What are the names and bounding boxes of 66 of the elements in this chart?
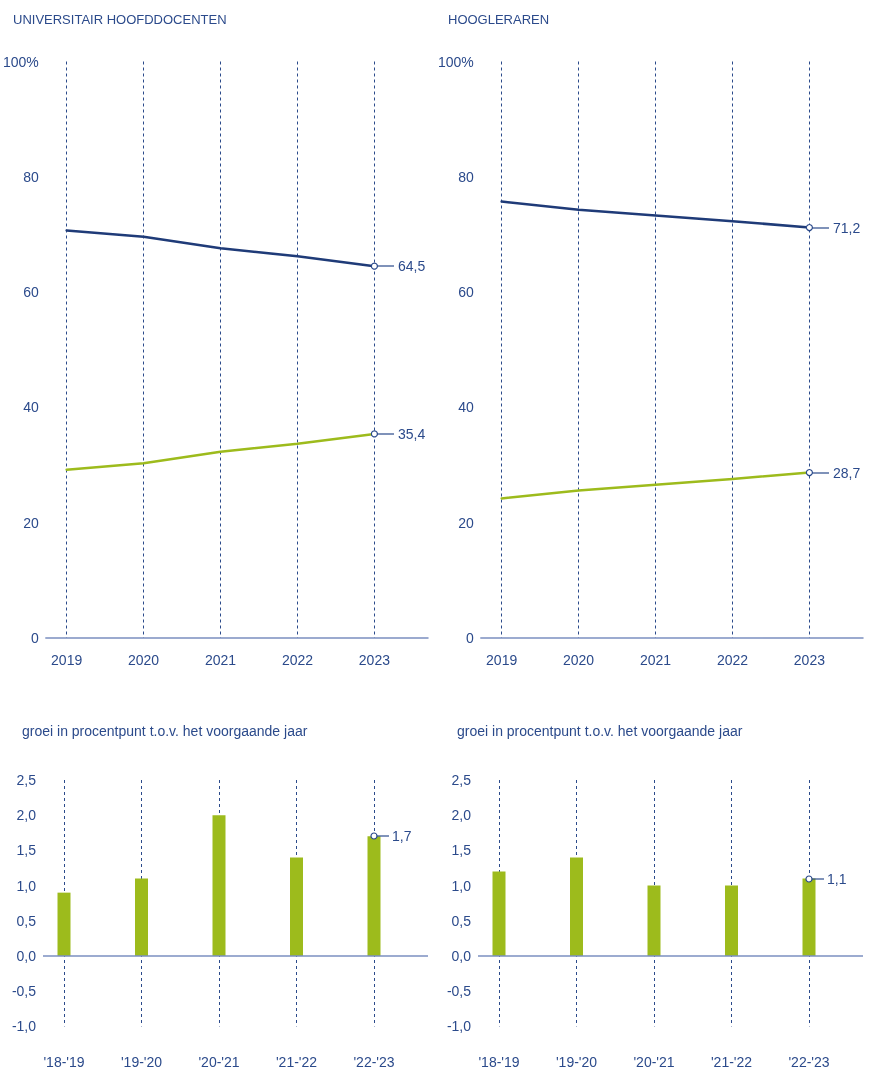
- bar: [492, 871, 506, 956]
- y-tick-label: 1,0: [451, 877, 472, 894]
- bar: [135, 878, 148, 956]
- bar: [212, 815, 226, 956]
- x-tick-label: '21-'22: [275, 1054, 318, 1071]
- x-tick-label: '20-'21: [633, 1054, 675, 1071]
- y-tick-label: 1,0: [16, 877, 37, 894]
- bar: [57, 892, 71, 956]
- y-tick-label: 1,5: [451, 842, 472, 859]
- y-tick-label: 2,0: [451, 807, 472, 824]
- data-label: 1,1: [827, 870, 847, 887]
- y-tick-label: 100%: [437, 53, 474, 70]
- bar: [290, 857, 303, 956]
- y-tick-label: -1,0: [446, 1018, 472, 1035]
- y-tick-label: 40: [458, 399, 475, 416]
- data-label: 28,7: [832, 464, 861, 481]
- y-tick-label: 100%: [2, 53, 39, 70]
- x-tick-label: '18-'19: [43, 1054, 85, 1071]
- x-tick-label: '19-'20: [555, 1054, 598, 1071]
- chart-title: HOOGLERAREN: [448, 12, 550, 27]
- chart-title: groei in procentpunt t.o.v. het voorgaande jaar: [457, 723, 743, 739]
- x-tick-label: 2022: [716, 652, 749, 668]
- chart-title: UNIVERSITAIR HOOFDDOCENTEN: [13, 12, 227, 27]
- x-tick-label: '22-'23: [353, 1054, 395, 1071]
- y-tick-label: 60: [23, 284, 40, 301]
- y-tick-label: 80: [23, 168, 40, 185]
- chart-title: groei in procentpunt t.o.v. het voorgaande jaar: [22, 723, 308, 739]
- y-tick-label: -1,0: [11, 1018, 37, 1035]
- y-tick-label: 0,0: [16, 948, 37, 964]
- y-tick-label: 2,5: [451, 772, 472, 788]
- x-tick-label: '19-'20: [120, 1054, 163, 1071]
- y-tick-label: -0,5: [11, 983, 37, 1000]
- y-tick-label: 2,5: [16, 772, 37, 788]
- y-tick-label: 20: [458, 514, 475, 531]
- x-tick-label: '20-'21: [198, 1054, 240, 1071]
- x-tick-label: '21-'22: [710, 1054, 753, 1071]
- y-tick-label: 60: [458, 284, 475, 301]
- y-tick-label: 0,0: [451, 948, 472, 964]
- bar: [647, 885, 661, 956]
- y-tick-label: -0,5: [446, 983, 472, 1000]
- y-tick-label: 40: [23, 399, 40, 416]
- x-tick-label: '22-'23: [788, 1054, 830, 1071]
- x-tick-label: 2023: [358, 652, 391, 668]
- x-tick-label: 2019: [51, 652, 83, 668]
- data-label: 71,2: [832, 219, 861, 236]
- x-tick-label: 2021: [639, 652, 672, 668]
- x-tick-label: 2023: [793, 652, 826, 668]
- y-tick-label: 0: [466, 630, 475, 646]
- x-tick-label: 2021: [204, 652, 237, 668]
- y-tick-label: 0,5: [16, 912, 37, 929]
- data-label: 64,5: [397, 258, 426, 275]
- data-label: 1,7: [392, 828, 412, 845]
- bar: [725, 885, 738, 956]
- x-tick-label: 2022: [281, 652, 314, 668]
- y-tick-label: 0: [31, 630, 40, 646]
- y-tick-label: 80: [458, 168, 475, 185]
- y-tick-label: 1,5: [16, 842, 37, 859]
- bar: [570, 857, 583, 956]
- x-tick-label: 2020: [563, 652, 595, 668]
- y-tick-label: 0,5: [451, 912, 472, 929]
- data-label: 35,4: [397, 425, 426, 442]
- x-tick-label: '18-'19: [478, 1054, 520, 1071]
- x-tick-label: 2019: [486, 652, 518, 668]
- y-tick-label: 20: [23, 514, 40, 531]
- x-tick-label: 2020: [128, 652, 160, 668]
- y-tick-label: 2,0: [16, 807, 37, 824]
